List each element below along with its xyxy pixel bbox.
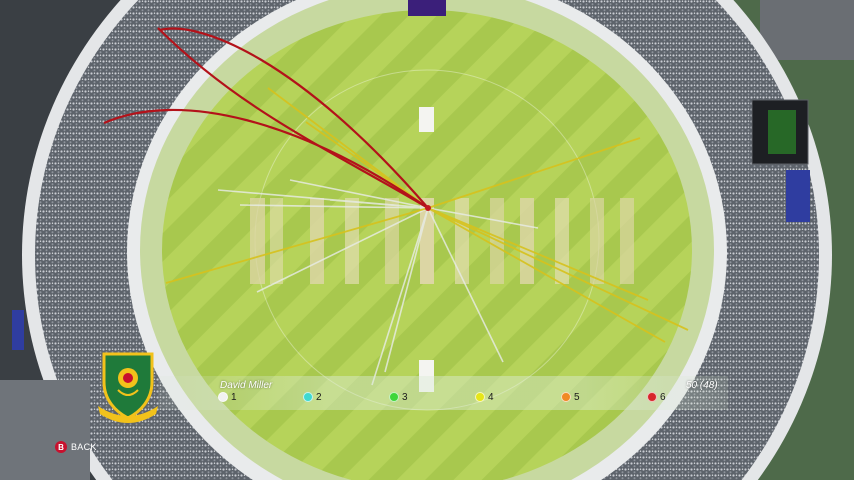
hud-bar-background [158,376,728,410]
south-africa-crest-icon [98,352,158,423]
run-dot-icon [647,392,657,402]
legend-label: 2 [316,391,322,403]
playing-field [162,10,692,480]
batsman-name: David Miller [220,380,273,391]
back-label: BACK [71,442,97,452]
back-button[interactable]: B BACK [55,441,97,453]
main-pitch [420,198,434,284]
legend-item-5: 5 [561,390,580,404]
legend-label: 3 [402,391,408,403]
top-scoreboard [408,0,446,16]
legend-label: 1 [231,391,237,403]
sight-screen-top [419,107,434,132]
legend-label: 5 [574,391,580,403]
shot-lines-fours [165,87,689,343]
legend-label: 4 [488,391,494,403]
legend-item-6: 6 [647,390,666,404]
batsman-position [425,205,431,211]
legend-item-2: 2 [303,390,322,404]
run-dot-icon [218,392,228,402]
batting-stats-hud: David Miller 50 (48) 1 2 3 4 5 6 [158,376,728,410]
legend-item-1: 1 [218,390,237,404]
sight-screen-bottom [419,360,434,392]
legend-item-4: 4 [475,390,494,404]
legend-item-3: 3 [389,390,408,404]
shot-arcs-sixes [103,27,429,209]
run-dot-icon [389,392,399,402]
shot-lines-singles [217,179,539,386]
run-dot-icon [561,392,571,402]
side-screen-blue [786,170,810,222]
batsman-score: 50 (48) [686,380,718,391]
run-dot-icon [475,392,485,402]
b-button-icon: B [55,441,67,453]
legend-label: 6 [660,391,666,403]
run-dot-icon [303,392,313,402]
team-crest [96,352,160,424]
